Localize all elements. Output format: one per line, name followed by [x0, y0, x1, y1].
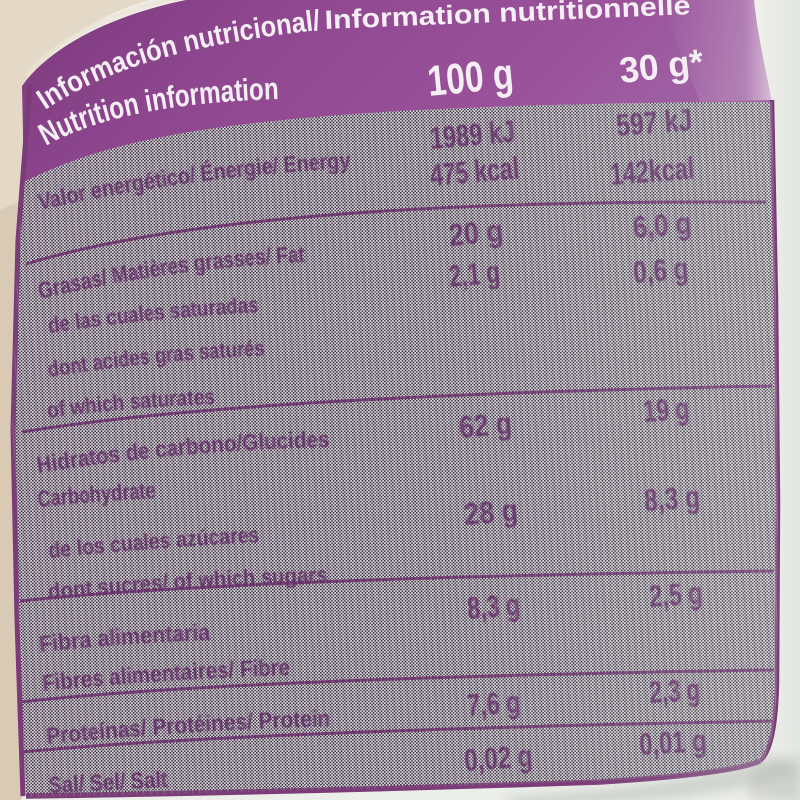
svg-text:100 g: 100 g: [425, 50, 515, 106]
svg-text:30 g*: 30 g*: [617, 41, 705, 91]
